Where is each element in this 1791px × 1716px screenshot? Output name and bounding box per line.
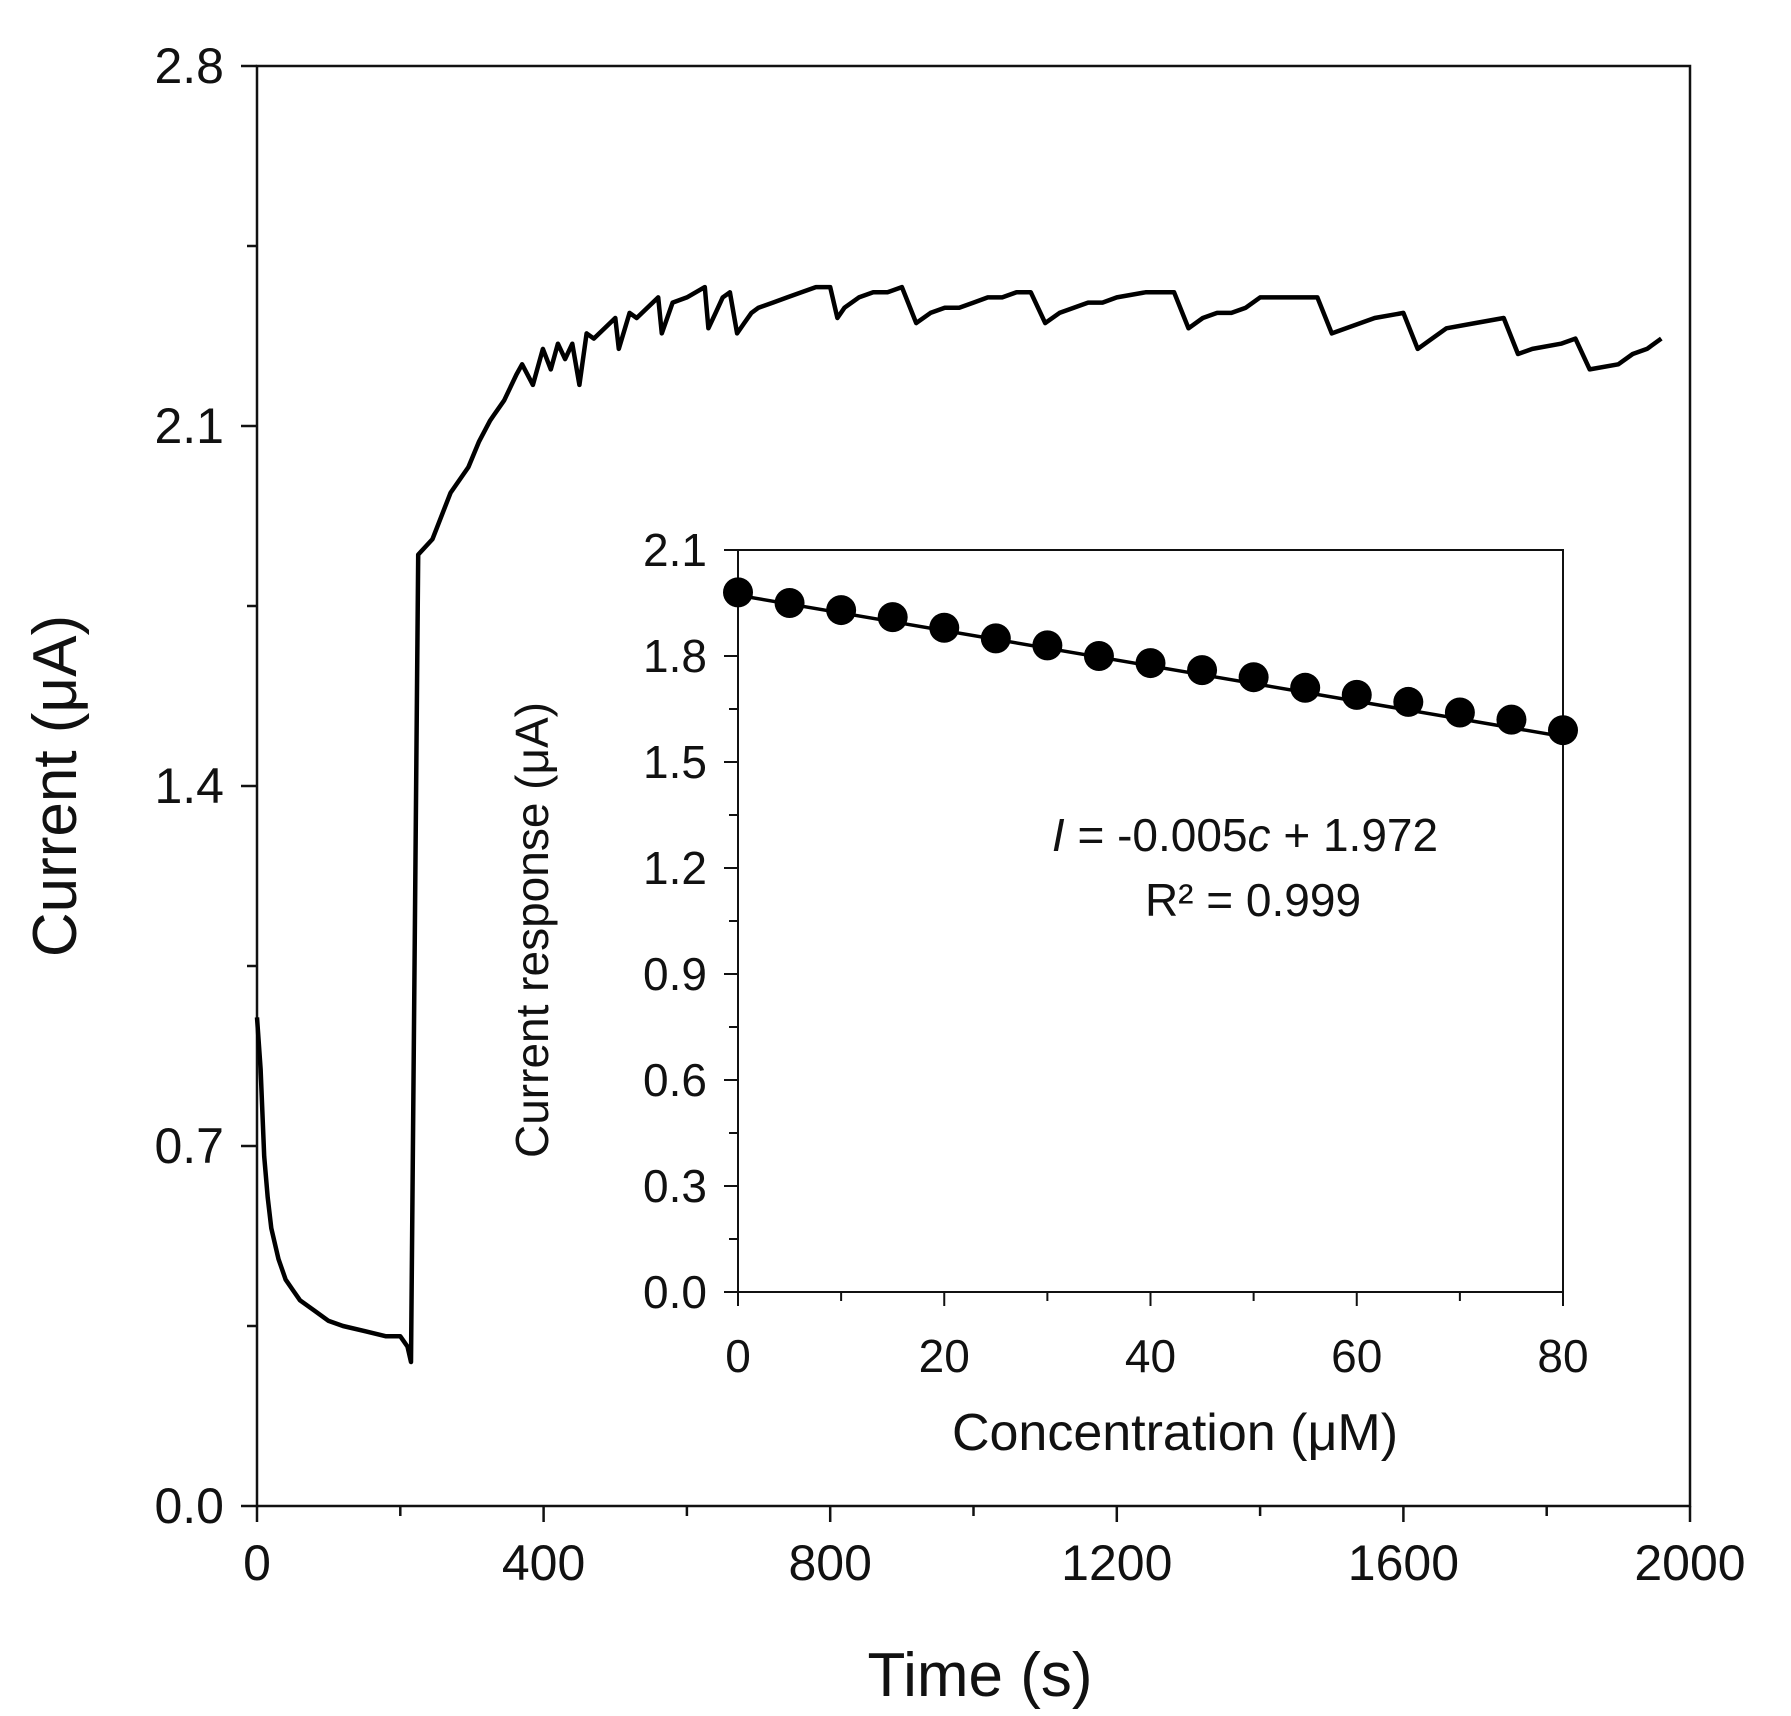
inset-y-tick-label: 0.6 xyxy=(643,1054,707,1106)
inset-data-point xyxy=(1238,662,1269,693)
inset-data-point xyxy=(1496,704,1527,735)
equation-suffix: + 1.972 xyxy=(1271,809,1439,861)
inset-data-point xyxy=(877,602,908,633)
inset-y-axis-title: Current response (μA) xyxy=(506,702,558,1158)
inset-data-point xyxy=(1032,630,1063,661)
inset-data-point xyxy=(1290,672,1321,703)
main-series-line xyxy=(254,284,1663,1365)
inset-x-tick-label: 60 xyxy=(1331,1330,1382,1382)
inset-data-point xyxy=(929,612,960,643)
main-y-tick-label: 0.0 xyxy=(154,1478,224,1534)
inset-data-point xyxy=(1444,697,1475,728)
main-x-tick-label: 1200 xyxy=(1061,1535,1172,1591)
inset-equation: I = -0.005c + 1.972 xyxy=(1052,809,1438,861)
main-x-axis-title: Time (s) xyxy=(868,1641,1093,1710)
inset-data-point xyxy=(723,577,753,608)
inset-data-point xyxy=(1135,648,1166,679)
inset-tick-labels: 0 20 40 60 80 0.0 0.3 0.6 0.9 1.2 1.5 1.8 2.1 xyxy=(643,524,1589,1382)
inset-r-squared: R² = 0.999 xyxy=(1145,874,1361,926)
inset-plot-frame xyxy=(737,549,1564,1293)
main-y-tick-label: 0.7 xyxy=(154,1118,224,1174)
main-y-tick-label: 1.4 xyxy=(154,758,224,814)
inset-data-point xyxy=(826,595,857,626)
inset-x-tick-label: 80 xyxy=(1537,1330,1588,1382)
inset-y-tick-label: 0.3 xyxy=(643,1160,707,1212)
inset-data-point xyxy=(980,623,1011,654)
equation-middle: = -0.005 xyxy=(1065,809,1248,861)
inset-data-point xyxy=(1548,715,1578,746)
main-x-tick-label: 400 xyxy=(502,1535,585,1591)
inset-y-tick-label: 1.5 xyxy=(643,736,707,788)
main-y-tick-label: 2.1 xyxy=(154,398,224,454)
main-x-tick-label: 800 xyxy=(788,1535,871,1591)
inset-x-tick-label: 40 xyxy=(1125,1330,1176,1382)
inset-chart: 0 20 40 60 80 0.0 0.3 0.6 0.9 1.2 1.5 1.8 2.1 I = -0… xyxy=(506,524,1589,1462)
main-y-tick-label: 2.8 xyxy=(154,38,224,94)
inset-data-point xyxy=(1083,641,1114,671)
inset-y-tick-label: 0.0 xyxy=(643,1266,707,1318)
inset-data-point xyxy=(774,588,805,618)
inset-y-tick-label: 0.9 xyxy=(643,948,707,1000)
main-y-axis-title: Current (μA) xyxy=(21,615,90,957)
equation-prefix: I xyxy=(1052,809,1065,861)
inset-data-point xyxy=(1341,679,1372,710)
inset-y-tick-label: 2.1 xyxy=(643,524,707,576)
inset-points xyxy=(723,577,1578,746)
inset-x-tick-label: 0 xyxy=(725,1330,751,1382)
main-x-tick-label: 1600 xyxy=(1348,1535,1459,1591)
inset-data-point xyxy=(1187,655,1218,686)
main-x-tick-label: 0 xyxy=(243,1535,271,1591)
main-x-tick-label: 2000 xyxy=(1634,1535,1745,1591)
inset-x-tick-label: 20 xyxy=(919,1330,970,1382)
inset-data-point xyxy=(1393,686,1424,717)
equation-var: c xyxy=(1248,809,1271,861)
main-ticks xyxy=(241,64,1692,1522)
inset-y-tick-label: 1.2 xyxy=(643,842,707,894)
inset-y-tick-label: 1.8 xyxy=(643,630,707,682)
inset-x-axis-title: Concentration (μM) xyxy=(952,1404,1398,1462)
